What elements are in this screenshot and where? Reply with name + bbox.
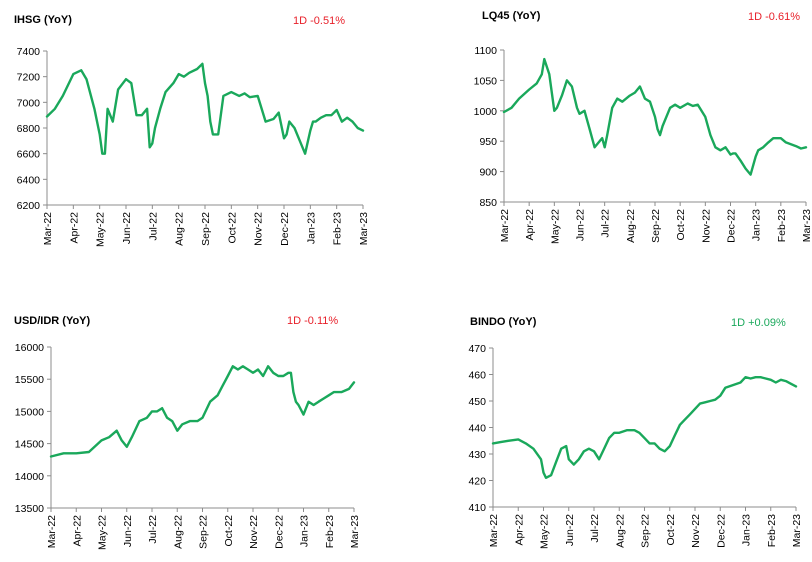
x-tick-label: May-22 — [95, 212, 107, 247]
ihsg-chart-panel: IHSG (YoY) 1D -0.51% 6200 6400 6600 6800 700… — [0, 0, 406, 281]
daily-change: 1D -0.61% — [748, 11, 800, 23]
series-line — [491, 375, 798, 480]
x-tick-label: Sep-22 — [200, 212, 212, 246]
x-tick-label: Jan-23 — [741, 514, 753, 546]
x-tick-label: Aug-22 — [625, 209, 637, 243]
x-tick-label: Apr-22 — [71, 515, 83, 547]
x-tick-label: Nov-22 — [253, 212, 265, 246]
x-tick-label: Jan-23 — [305, 212, 317, 244]
x-tick-label: Mar-23 — [358, 212, 370, 245]
bindo-line-chart: 410 420 430 440 450 460 470 Mar-22 Apr-22 May-22 J… — [468, 343, 803, 549]
x-tick-label: Oct-22 — [226, 212, 238, 244]
x-tick-label: Mar-23 — [349, 515, 361, 548]
x-tick-label: Dec-22 — [726, 209, 738, 243]
x-tick-label: Jan-23 — [299, 515, 311, 547]
x-tick-label: Dec-22 — [273, 515, 285, 549]
y-tick-label: 430 — [468, 449, 486, 461]
y-tick-label: 1050 — [474, 75, 498, 87]
bindo-chart-panel: BINDO (YoY) 1D +0.09% 410 420 430 440 450 460… — [406, 281, 812, 562]
x-tick-label: Jan-23 — [751, 209, 763, 241]
daily-change: 1D +0.09% — [731, 317, 786, 329]
x-tick-label: Oct-22 — [665, 514, 677, 546]
y-tick-label: 470 — [468, 343, 486, 355]
x-tick-label: Mar-23 — [801, 209, 812, 242]
y-tick-label: 16000 — [15, 342, 44, 354]
y-tick-label: 14500 — [15, 439, 44, 451]
x-tick-label: Dec-22 — [715, 514, 727, 548]
x-tick-label: May-22 — [549, 209, 561, 244]
y-tick-label: 850 — [479, 197, 497, 209]
chart-title: LQ45 (YoY) — [482, 10, 541, 22]
y-tick-label: 900 — [479, 167, 497, 179]
x-tick-label: Aug-22 — [172, 515, 184, 549]
x-tick-label: Mar-22 — [42, 212, 54, 245]
y-tick-label: 7200 — [17, 72, 41, 84]
daily-change: 1D -0.51% — [293, 15, 345, 27]
x-tick-label: Oct-22 — [675, 209, 687, 241]
y-tick-label: 6600 — [17, 149, 41, 161]
x-tick-label: Oct-22 — [223, 515, 235, 547]
y-tick-label: 1100 — [474, 45, 497, 57]
x-tick-label: Apr-22 — [513, 514, 525, 546]
series-line — [49, 365, 356, 458]
ihsg-line-chart: 6200 6400 6600 6800 7000 7200 7400 Mar-22 Apr-22… — [17, 46, 370, 247]
x-tick-label: Feb-23 — [766, 514, 778, 547]
chart-title: BINDO (YoY) — [470, 316, 537, 328]
x-tick-label: Dec-22 — [279, 212, 291, 246]
x-tick-label: Jun-22 — [122, 515, 134, 547]
x-tick-label: Nov-22 — [700, 209, 712, 243]
x-tick-label: Jun-22 — [121, 212, 133, 244]
x-tick-label: May-22 — [539, 514, 551, 549]
chart-title: IHSG (YoY) — [14, 14, 72, 26]
x-tick-label: Apr-22 — [524, 209, 536, 241]
y-tick-label: 6200 — [17, 200, 41, 212]
x-tick-label: Feb-23 — [332, 212, 344, 245]
y-tick-label: 410 — [468, 502, 486, 514]
lq45-line-chart: 850 900 950 1000 1050 1100 Mar-22 Apr-22 May-22 J… — [474, 45, 812, 244]
y-tick-label: 450 — [468, 396, 486, 408]
x-tick-label: Feb-23 — [324, 515, 336, 548]
chart-title: USD/IDR (YoY) — [14, 315, 91, 327]
x-tick-label: Jul-22 — [600, 209, 612, 238]
y-tick-label: 7400 — [17, 46, 41, 58]
x-tick-label: Aug-22 — [174, 212, 186, 246]
x-tick-label: Jul-22 — [147, 515, 159, 544]
x-tick-label: Mar-22 — [499, 209, 511, 242]
usdidr-chart-panel: USD/IDR (YoY) 1D -0.11% 13500 14000 14500 1… — [0, 281, 406, 562]
x-tick-label: Jun-22 — [575, 209, 587, 241]
y-tick-label: 1000 — [474, 106, 498, 118]
usdidr-line-chart: 13500 14000 14500 15000 15500 16000 Mar-22 Apr-… — [15, 342, 361, 550]
y-tick-label: 15000 — [15, 406, 44, 418]
x-tick-label: Mar-22 — [488, 514, 500, 547]
x-tick-label: Jun-22 — [564, 514, 576, 546]
daily-change: 1D -0.11% — [287, 315, 339, 327]
x-tick-label: Sep-22 — [640, 514, 652, 548]
lq45-chart-panel: LQ45 (YoY) 1D -0.61% 850 900 950 1000 1050 11… — [406, 0, 812, 281]
x-tick-label: Feb-23 — [776, 209, 788, 242]
series-line — [502, 57, 808, 176]
x-tick-label: May-22 — [97, 515, 109, 550]
x-tick-label: Mar-23 — [791, 514, 803, 547]
x-tick-label: Apr-22 — [68, 212, 80, 244]
x-tick-label: Mar-22 — [46, 515, 58, 548]
x-tick-label: Nov-22 — [248, 515, 260, 549]
x-tick-label: Jul-22 — [147, 212, 159, 241]
x-tick-label: Sep-22 — [198, 515, 210, 549]
x-tick-label: Jul-22 — [589, 514, 601, 543]
y-tick-label: 13500 — [15, 503, 44, 515]
y-tick-label: 460 — [468, 370, 486, 382]
y-tick-label: 14000 — [15, 471, 44, 483]
y-tick-label: 420 — [468, 476, 486, 488]
y-tick-label: 440 — [468, 423, 486, 435]
x-tick-label: Aug-22 — [614, 514, 626, 548]
y-tick-label: 6800 — [17, 123, 41, 135]
series-line — [45, 62, 365, 155]
x-tick-label: Sep-22 — [650, 209, 662, 243]
y-tick-label: 6400 — [17, 174, 41, 186]
y-tick-label: 15500 — [15, 374, 44, 386]
y-tick-label: 7000 — [17, 97, 41, 109]
x-tick-label: Nov-22 — [690, 514, 702, 548]
y-tick-label: 950 — [479, 136, 497, 148]
